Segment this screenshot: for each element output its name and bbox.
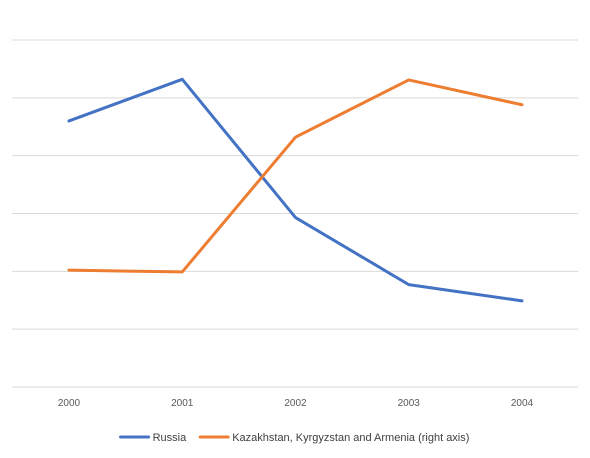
x-tick-label: 2004 — [511, 398, 534, 409]
gridlines — [12, 39, 578, 330]
legend-item: Kazakhstan, Kyrgyzstan and Armenia (righ… — [198, 432, 469, 444]
x-tick-label: 2001 — [171, 398, 194, 409]
x-tick-label: 2002 — [284, 398, 307, 409]
legend-item: Russia — [119, 432, 188, 444]
series-line-kazakhstan-kyrgyzstan-armenia — [67, 78, 524, 274]
series-lines — [67, 77, 524, 303]
x-tick-label: 2003 — [398, 398, 421, 409]
x-tick-label: 2000 — [58, 398, 81, 409]
x-tick-labels: 2000 2001 2002 2003 2004 — [58, 398, 534, 409]
legend: Russia Kazakhstan, Kyrgyzstan and Armenia… — [119, 432, 469, 444]
legend-label: Kazakhstan, Kyrgyzstan and Armenia (righ… — [232, 432, 469, 444]
legend-label: Russia — [153, 432, 188, 444]
series-line-russia — [67, 77, 524, 303]
